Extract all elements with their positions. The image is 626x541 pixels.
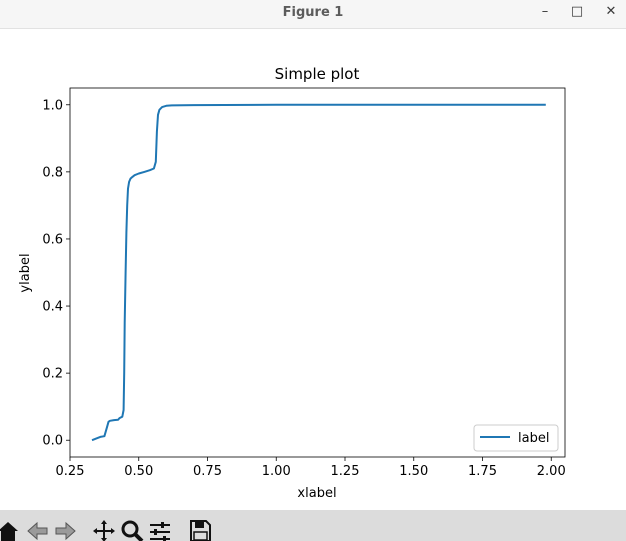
series-line — [91, 103, 546, 442]
x-axis-ticks: 0.25 0.50 0.75 1.00 1.25 1.50 1.75 2.00 — [56, 457, 566, 479]
forward-icon — [55, 521, 76, 541]
forward-button[interactable] — [54, 517, 78, 541]
x-tick-label: 1.25 — [331, 464, 360, 479]
figure-canvas[interactable]: Simple plot 0.25 0.50 0.75 1.00 1.25 1.50 1.75… — [0, 29, 626, 510]
y-axis-ticks: 0.0 0.2 0.4 0.6 0.8 1.0 — [42, 98, 70, 449]
x-tick-label: 1.75 — [468, 464, 497, 479]
x-axis-label: xlabel — [297, 486, 336, 501]
chart-svg: Simple plot 0.25 0.50 0.75 1.00 1.25 1.50 1.75… — [18, 65, 566, 501]
legend: label — [473, 424, 559, 452]
zoom-button[interactable] — [120, 517, 144, 541]
home-icon — [0, 522, 18, 541]
x-tick-label: 1.50 — [399, 464, 428, 479]
subplots-icon — [150, 522, 170, 541]
back-button[interactable] — [25, 517, 49, 541]
y-tick-label: 0.6 — [42, 232, 63, 247]
y-tick-label: 0.2 — [42, 367, 63, 382]
subplots-button[interactable] — [148, 517, 172, 541]
y-tick-label: 1.0 — [42, 98, 63, 113]
minimize-button[interactable]: – — [541, 4, 549, 19]
y-tick-label: 0.4 — [42, 300, 63, 315]
x-tick-label: 2.00 — [537, 464, 566, 479]
x-tick-label: 1.00 — [262, 464, 291, 479]
legend-label: label — [518, 431, 549, 446]
y-tick-label: 0.8 — [42, 165, 63, 180]
zoom-icon — [121, 520, 144, 541]
legend-box — [473, 424, 559, 452]
plot-area[interactable] — [69, 87, 566, 458]
close-button[interactable]: ✕ — [605, 4, 617, 19]
chart-title: Simple plot — [275, 65, 360, 83]
y-tick-label: 0.0 — [42, 434, 63, 449]
pan-icon — [93, 520, 115, 541]
back-icon — [27, 521, 48, 541]
home-button[interactable] — [0, 517, 20, 541]
y-axis-label: ylabel — [18, 253, 33, 292]
x-tick-label: 0.75 — [193, 464, 222, 479]
pan-button[interactable] — [92, 517, 116, 541]
navigation-toolbar — [0, 510, 626, 541]
maximize-button[interactable]: □ — [570, 4, 584, 19]
save-icon — [190, 520, 211, 541]
title-bar[interactable]: Figure 1 – □ ✕ — [0, 0, 626, 29]
x-tick-label: 0.50 — [124, 464, 153, 479]
save-button[interactable] — [188, 517, 212, 541]
x-tick-label: 0.25 — [56, 464, 85, 479]
window-title: Figure 1 — [282, 5, 344, 20]
series-group — [91, 103, 546, 442]
